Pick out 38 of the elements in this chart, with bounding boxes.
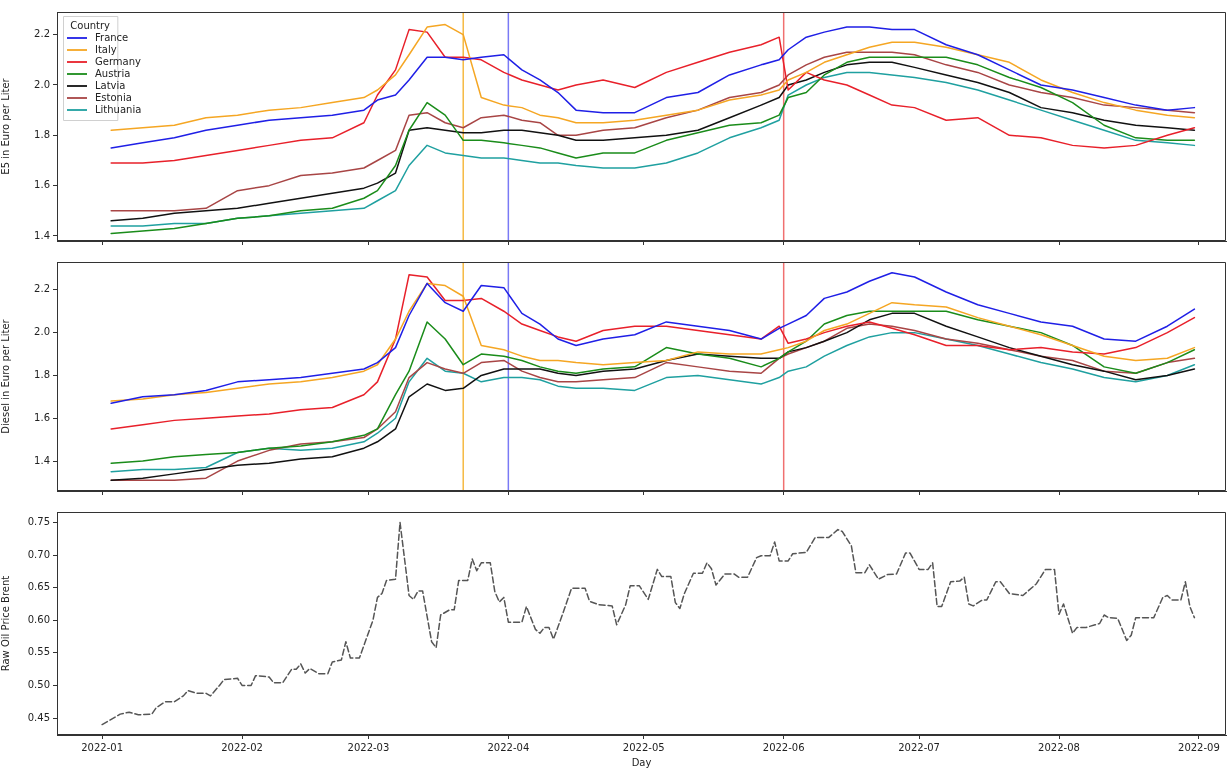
- y-tick-label: 2.2: [34, 28, 50, 40]
- y-axis-title: Diesel in Euro per Liter: [0, 318, 11, 434]
- legend-label: Lithuania: [95, 103, 142, 115]
- legend-label: Germany: [95, 55, 142, 67]
- y-tick-label: 1.4: [34, 454, 50, 466]
- y-tick-label: 0.70: [27, 548, 50, 560]
- x-tick-label: 2022-02: [221, 741, 263, 753]
- y-tick-label: 1.6: [34, 411, 50, 423]
- x-tick-label: 2022-07: [898, 741, 940, 753]
- legend-title: Country: [70, 19, 111, 31]
- y-tick-label: 0.45: [27, 711, 50, 723]
- y-tick-label: 0.55: [27, 646, 50, 658]
- y-tick-label: 2.0: [34, 326, 50, 338]
- y-tick-label: 1.8: [34, 128, 50, 140]
- x-tick-label: 2022-04: [487, 741, 530, 753]
- x-tick-label: 2022-09: [1178, 741, 1220, 753]
- y-tick-label: 2.0: [34, 78, 50, 90]
- y-tick-label: 1.6: [34, 179, 50, 191]
- legend-label: Estonia: [95, 91, 132, 103]
- x-tick-label: 2022-06: [762, 741, 805, 753]
- y-tick-label: 2.2: [34, 283, 50, 295]
- y-tick-label: 0.65: [27, 581, 50, 593]
- x-tick-label: 2022-01: [81, 741, 124, 753]
- y-tick-label: 1.8: [34, 369, 50, 381]
- legend-label: France: [95, 31, 129, 43]
- legend-label: Latvia: [95, 79, 126, 91]
- x-axis-title: Day: [631, 756, 652, 768]
- x-tick-label: 2022-08: [1038, 741, 1080, 753]
- y-axis-title: E5 in Euro per Liter: [0, 77, 11, 175]
- y-tick-label: 1.4: [34, 229, 50, 241]
- y-axis-title: Raw Oil Price Brent: [0, 575, 11, 672]
- y-tick-label: 0.50: [27, 679, 50, 691]
- y-tick-label: 0.75: [27, 516, 50, 528]
- x-tick-label: 2022-03: [347, 741, 390, 753]
- legend-label: Italy: [95, 43, 117, 55]
- y-tick-label: 0.60: [27, 613, 50, 625]
- x-tick-label: 2022-05: [622, 741, 665, 753]
- legend-label: Austria: [95, 67, 131, 79]
